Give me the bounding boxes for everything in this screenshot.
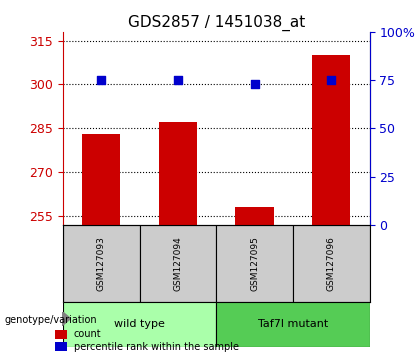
FancyBboxPatch shape	[216, 302, 370, 347]
Polygon shape	[62, 312, 71, 326]
Text: GSM127095: GSM127095	[250, 236, 259, 291]
FancyBboxPatch shape	[139, 225, 216, 302]
Text: GSM127093: GSM127093	[97, 236, 106, 291]
Point	[251, 81, 258, 87]
Point	[328, 77, 335, 83]
Point	[98, 77, 105, 83]
Text: wild type: wild type	[114, 319, 165, 330]
Text: genotype/variation: genotype/variation	[4, 315, 97, 325]
Bar	[159, 122, 197, 225]
Bar	[82, 134, 121, 225]
FancyBboxPatch shape	[63, 225, 139, 302]
Bar	[55, 342, 67, 351]
FancyBboxPatch shape	[216, 225, 293, 302]
Title: GDS2857 / 1451038_at: GDS2857 / 1451038_at	[128, 14, 305, 30]
FancyBboxPatch shape	[63, 302, 216, 347]
Text: Taf7l mutant: Taf7l mutant	[258, 319, 328, 330]
Bar	[312, 55, 350, 225]
Bar	[55, 330, 67, 338]
Point	[175, 77, 181, 83]
Bar	[236, 207, 274, 225]
Text: GSM127096: GSM127096	[327, 236, 336, 291]
Text: GSM127094: GSM127094	[173, 236, 182, 291]
FancyBboxPatch shape	[293, 225, 370, 302]
Text: percentile rank within the sample: percentile rank within the sample	[74, 342, 239, 352]
Text: count: count	[74, 329, 101, 339]
